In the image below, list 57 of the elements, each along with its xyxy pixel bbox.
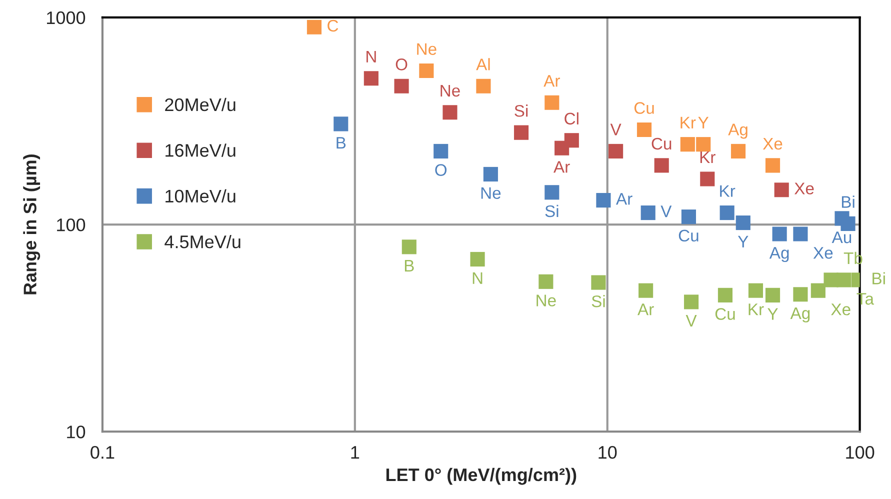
x-axis-title: LET 0° (MeV/(mg/cm²)) — [386, 468, 576, 485]
data-label: Ne — [481, 187, 501, 199]
data-label: Xe — [831, 304, 850, 316]
data-label: B — [404, 260, 414, 272]
data-label: N — [472, 272, 482, 284]
data-label: V — [660, 206, 672, 218]
data-label: Kr — [680, 116, 696, 128]
y-tick-label: 10 — [67, 426, 86, 438]
data-label: Ag — [790, 308, 810, 322]
data-label: Si — [514, 104, 528, 117]
x-tick-label: 1 — [351, 446, 360, 459]
legend-label: 4.5MeV/u — [164, 235, 240, 248]
data-label: Cl — [564, 112, 578, 125]
legend-label: 10MeV/u — [166, 189, 236, 203]
data-label: Cu — [652, 138, 672, 150]
data-label: Kr — [720, 185, 736, 197]
data-label: Ar — [638, 304, 654, 316]
data-label: Cu — [678, 230, 698, 242]
y-axis-title: Range in Si (µm) — [23, 154, 40, 294]
data-label: Ar — [554, 161, 570, 173]
data-label: V — [686, 315, 697, 327]
data-label: O — [396, 58, 408, 70]
data-label: Al — [476, 58, 490, 70]
y-tick-label: 100 — [57, 218, 86, 232]
data-label: Ne — [417, 43, 436, 55]
data-label: Ar — [544, 75, 560, 87]
data-label: Ne — [440, 84, 460, 97]
data-label: N — [366, 50, 376, 62]
data-label: Y — [698, 116, 709, 128]
data-label: Kr — [700, 152, 716, 164]
data-label: Ag — [769, 247, 789, 262]
data-label: Cu — [634, 102, 654, 114]
data-label: O — [435, 164, 447, 176]
data-label: Bi — [842, 196, 854, 208]
data-label: Bi — [872, 272, 885, 284]
y-tick-label: 1000 — [47, 11, 86, 24]
data-label: Ne — [536, 294, 556, 306]
legend-label: 20MeV/u — [165, 98, 236, 112]
data-label: Si — [592, 295, 605, 308]
data-label: B — [336, 137, 346, 149]
data-label: Xe — [813, 247, 833, 259]
data-label: Kr — [748, 304, 764, 316]
data-label: V — [610, 124, 622, 136]
data-label: C — [328, 20, 338, 32]
data-label: Ar — [616, 193, 632, 205]
data-label: Au — [832, 232, 852, 244]
x-tick-label: 0.1 — [90, 446, 114, 459]
legend-label: 16MeV/u — [166, 144, 236, 157]
data-label: Si — [545, 204, 558, 218]
data-label: Xe — [794, 182, 814, 194]
data-label: Y — [738, 236, 748, 248]
data-label: Ag — [728, 124, 748, 139]
x-tick-label: 100 — [846, 446, 874, 459]
x-tick-label: 10 — [598, 446, 617, 459]
data-label: Cu — [715, 308, 735, 320]
data-label: Y — [768, 308, 778, 320]
data-label: Xe — [762, 138, 782, 150]
